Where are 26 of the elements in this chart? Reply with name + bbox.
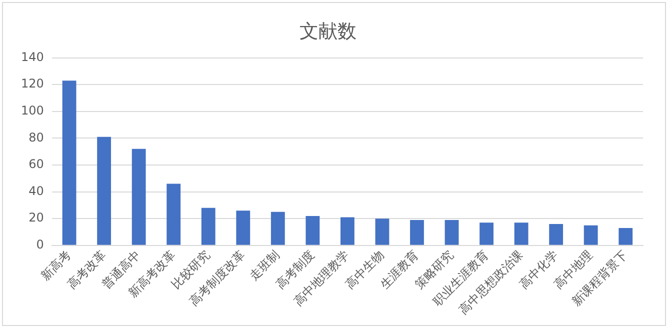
y-tick-label: 120 xyxy=(21,76,44,91)
bar xyxy=(236,210,250,245)
bar xyxy=(618,228,633,245)
bar xyxy=(375,218,390,245)
bar xyxy=(444,220,459,245)
bar xyxy=(132,148,146,245)
bar xyxy=(549,224,564,245)
bar xyxy=(480,222,494,245)
bar xyxy=(410,220,424,245)
bar xyxy=(584,225,598,245)
bar xyxy=(201,208,216,245)
y-tick-label: 20 xyxy=(28,210,44,225)
bar xyxy=(166,184,181,245)
bar xyxy=(97,136,112,245)
y-tick-label: 60 xyxy=(28,157,44,172)
y-tick-label: 40 xyxy=(28,184,44,198)
bar xyxy=(340,217,354,245)
bar xyxy=(270,212,285,245)
y-tick-label: 140 xyxy=(21,50,44,64)
bar xyxy=(306,216,320,245)
y-tick-label: 100 xyxy=(21,104,44,118)
y-tick-label: 0 xyxy=(36,238,44,252)
chart-title: 文献数 xyxy=(300,20,356,42)
bar xyxy=(514,222,528,245)
bar xyxy=(62,80,76,245)
y-tick-label: 80 xyxy=(28,130,44,144)
